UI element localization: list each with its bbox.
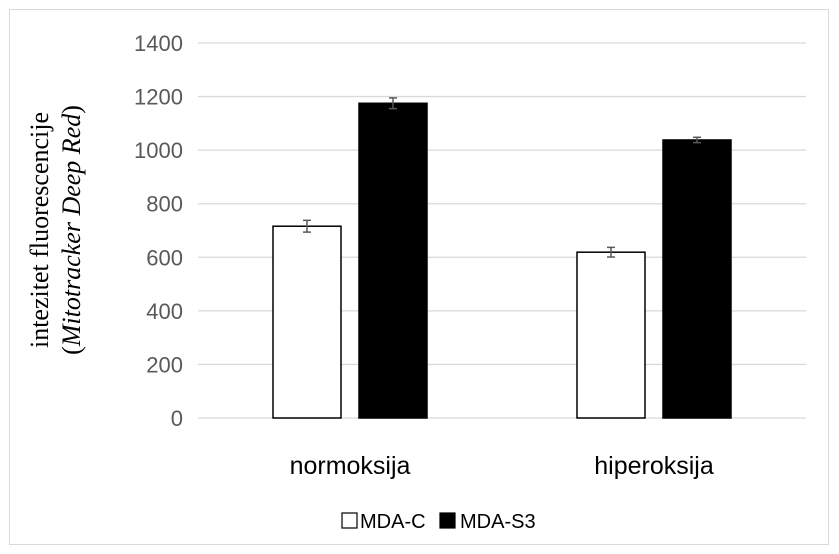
y-axis-title-italic: Mitotracker Deep Red: [57, 113, 86, 347]
y-axis-title-line2: (Mitotracker Deep Red): [57, 105, 86, 355]
y-axis-title-line1: intezitet fluorescencije: [25, 112, 54, 348]
y-tick-label: 400: [146, 299, 183, 324]
legend-label-mda-s3: MDA-S3: [460, 511, 536, 533]
y-axis-title-suffix: ): [57, 105, 86, 114]
y-tick-label: 1200: [134, 85, 183, 110]
legend-swatch-mda-c: [342, 513, 357, 528]
category-label: normoksija: [290, 452, 411, 480]
y-tick-label: 0: [171, 406, 183, 431]
y-tick-label: 800: [146, 192, 183, 217]
y-tick-label: 600: [146, 245, 183, 270]
y-tick-label: 200: [146, 352, 183, 377]
bar-mda-c-hiperoksija: [577, 252, 645, 418]
category-labels: normoksija hiperoksija: [290, 452, 714, 480]
legend-label-mda-c: MDA-C: [360, 511, 426, 533]
y-tick-labels: 0 200 400 600 800 1000 1200 1400: [134, 31, 183, 431]
y-tick-label: 1400: [134, 31, 183, 56]
y-tick-label: 1000: [134, 138, 183, 163]
bar-mda-s3-normoksija: [359, 103, 427, 418]
y-axis-title-prefix: (: [57, 346, 86, 355]
category-label: hiperoksija: [594, 452, 714, 480]
y-axis-title: intezitet fluorescencije: [25, 112, 54, 348]
bar-mda-c-normoksija: [273, 226, 341, 418]
bar-mda-s3-hiperoksija: [663, 140, 731, 418]
legend: MDA-C MDA-S3: [342, 511, 536, 533]
legend-swatch-mda-s3: [440, 513, 455, 528]
